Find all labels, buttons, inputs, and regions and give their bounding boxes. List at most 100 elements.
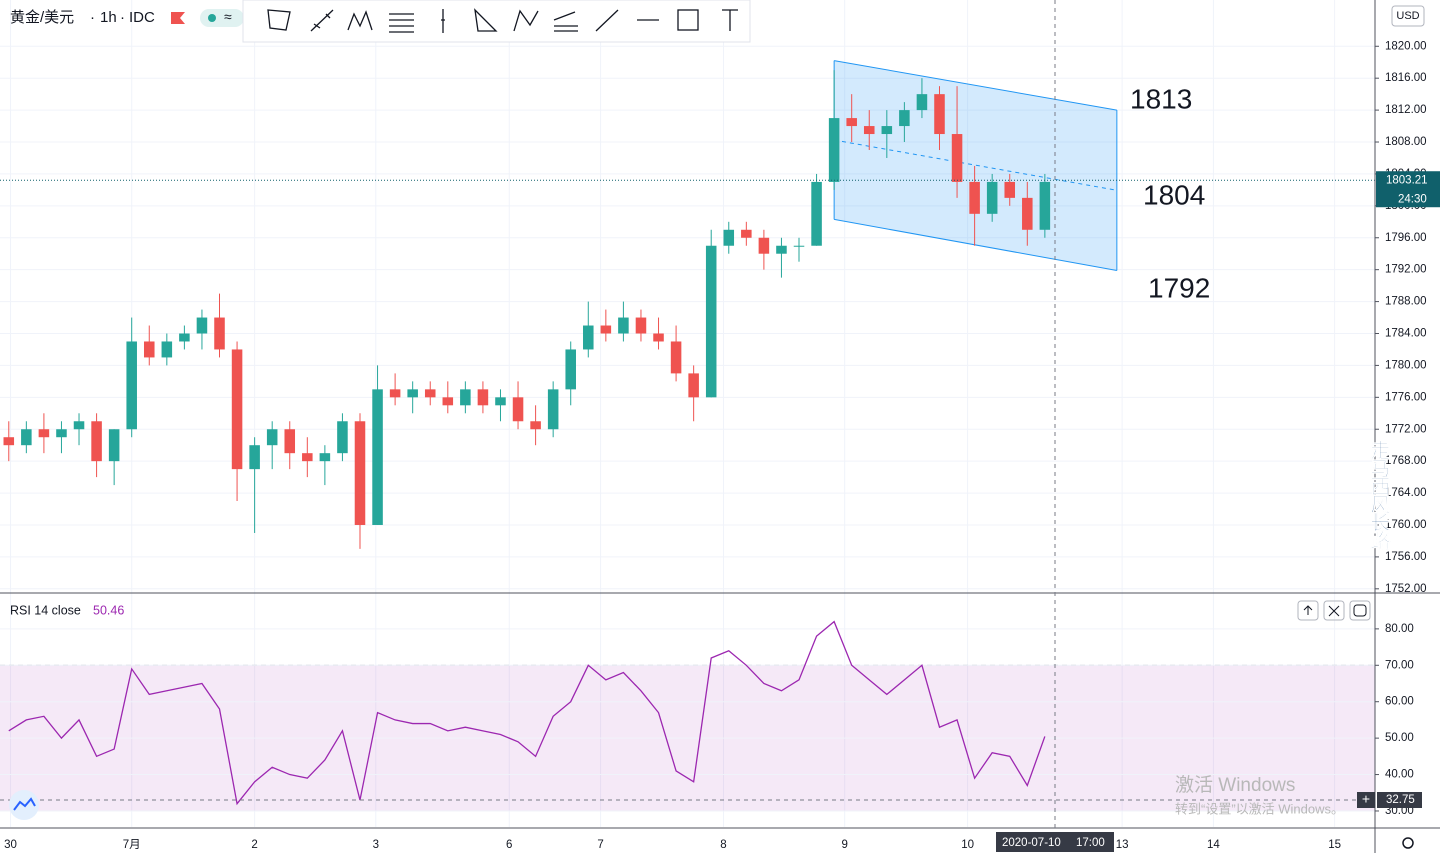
- candle-body: [302, 453, 313, 462]
- channel-lower: [834, 218, 1117, 271]
- candle-body: [143, 341, 155, 358]
- tool-trend[interactable]: [310, 9, 334, 32]
- add-button[interactable]: [1357, 792, 1375, 808]
- candle-body: [863, 126, 875, 135]
- y-tick-label: 80.00: [1385, 623, 1414, 635]
- candle-body: [424, 389, 436, 398]
- candle-body: [460, 389, 471, 406]
- candle-body: [670, 341, 682, 374]
- x-tick-label: 8: [720, 839, 726, 851]
- tool-line[interactable]: [595, 9, 619, 32]
- crosshair-value-box: [1377, 792, 1422, 808]
- last-price-box: [1376, 171, 1440, 208]
- candle-body: [828, 118, 840, 182]
- candle-body: [969, 181, 980, 214]
- axes: 30 7月 2 3 6 7 8 9 10 13 14 15 1752.00 1756.00 1760.00 1…: [4, 40, 1440, 851]
- y-tick-label: 1792.00: [1385, 264, 1427, 276]
- candle-body: [635, 317, 647, 334]
- candle-body: [21, 429, 32, 446]
- candle-body: [196, 317, 208, 334]
- y-tick-label: 70.00: [1385, 659, 1414, 671]
- tool-fib[interactable]: [389, 13, 414, 33]
- candle-body: [934, 94, 945, 135]
- y-tick-label: 1780.00: [1385, 359, 1427, 371]
- candle-body: [723, 229, 735, 246]
- y-tick-label: 40.00: [1385, 769, 1414, 781]
- indicator-value: 50.46: [93, 603, 124, 617]
- candle-body: [354, 421, 366, 525]
- tool-triangle[interactable]: [474, 8, 498, 32]
- x-tick-label: 13: [1116, 839, 1129, 851]
- flag-icon[interactable]: [171, 12, 185, 24]
- tool-rect[interactable]: [677, 9, 699, 31]
- add-icon: +: [1362, 791, 1370, 807]
- settings-button[interactable]: [1402, 837, 1414, 849]
- marks: [0, 60, 1375, 806]
- candle-body: [565, 349, 576, 390]
- y-tick-label: 1768.00: [1385, 455, 1427, 467]
- candle-body: [758, 237, 770, 254]
- tool-vline[interactable]: [441, 9, 445, 33]
- candle-body: [741, 229, 752, 238]
- x-tick-label: 3: [373, 839, 379, 851]
- channel-upper: [834, 60, 1117, 111]
- y-tick-label: 1776.00: [1385, 391, 1427, 403]
- candle-body: [1004, 181, 1016, 198]
- candle-body: [214, 317, 225, 350]
- crosshair-date: 2020-07-10: [1002, 837, 1061, 849]
- status-dot: [208, 14, 216, 22]
- separator: ·: [120, 9, 125, 26]
- watermark: 走马西风长路: [1367, 439, 1390, 551]
- candle-body: [56, 429, 67, 438]
- status-badge[interactable]: [200, 9, 244, 27]
- pane-buttons: [1297, 600, 1371, 621]
- candle-body: [986, 181, 998, 214]
- pane-maximize[interactable]: [1349, 600, 1371, 621]
- tool-polygon[interactable]: [267, 9, 291, 31]
- last-price-label: 1803.21: [1386, 174, 1428, 186]
- pane-up[interactable]: [1297, 600, 1319, 621]
- candle-body: [705, 245, 717, 398]
- interval[interactable]: 1h: [100, 9, 117, 26]
- candle-body: [477, 389, 489, 406]
- candle-body: [179, 333, 190, 342]
- tool-channel[interactable]: [553, 11, 578, 32]
- annotation: 1792: [1148, 272, 1210, 303]
- candle-body: [126, 341, 137, 430]
- indicator-title: RSI 14 close: [10, 603, 81, 617]
- crosshair-value: 32.75: [1386, 794, 1415, 806]
- candle-body: [547, 389, 559, 430]
- crosshair-time-box: [996, 832, 1114, 852]
- candle-body: [249, 445, 260, 470]
- rsi-line: [8, 620, 1046, 806]
- tool-text[interactable]: [722, 9, 738, 31]
- tool-pattern[interactable]: [347, 10, 373, 31]
- candle-body: [899, 110, 910, 127]
- y-tick-label: 50.00: [1385, 732, 1414, 744]
- candle-body: [73, 421, 85, 430]
- tool-xabcd[interactable]: [513, 9, 539, 32]
- drawing-toolbar: [242, 0, 751, 43]
- y-tick-label: 1812.00: [1385, 104, 1427, 116]
- x-tick-label: 10: [961, 839, 974, 851]
- currency-button[interactable]: [1391, 5, 1425, 27]
- candle-body: [495, 397, 506, 406]
- candle-body: [881, 126, 893, 135]
- x-tick-label: 7: [597, 839, 603, 851]
- annotation: 1813: [1130, 83, 1192, 114]
- icon: [1353, 604, 1367, 617]
- pane-close[interactable]: [1323, 600, 1345, 621]
- os-notice-title: 激活 Windows: [1175, 774, 1295, 796]
- x-tick-label: 6: [506, 839, 512, 851]
- candle-body: [38, 429, 50, 438]
- candle-body: [916, 94, 928, 111]
- candle-body: [776, 245, 787, 254]
- y-tick-label: 1784.00: [1385, 328, 1427, 340]
- x-tick-label: 7月: [123, 839, 141, 851]
- candle-body: [951, 134, 963, 182]
- grid: [0, 0, 1375, 827]
- candle-body: [108, 429, 120, 462]
- y-tick-label: 1816.00: [1385, 72, 1427, 84]
- symbol[interactable]: 黄金/美元: [10, 9, 74, 26]
- currency: USD: [1396, 10, 1419, 22]
